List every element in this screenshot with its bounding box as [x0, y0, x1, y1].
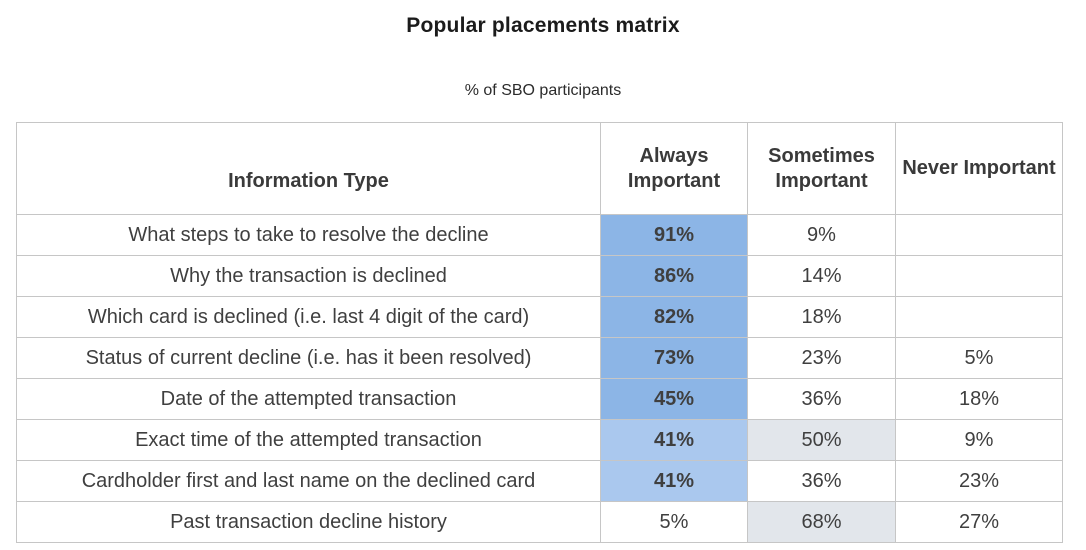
row-label: Why the transaction is declined: [16, 255, 601, 297]
cell-sometimes: 36%: [747, 460, 896, 502]
table-row: What steps to take to resolve the declin…: [16, 214, 1063, 256]
cell-always: 41%: [600, 460, 748, 502]
page-subtitle: % of SBO participants: [464, 82, 622, 99]
row-label: What steps to take to resolve the declin…: [16, 214, 601, 256]
cell-never: 27%: [895, 501, 1063, 543]
row-label: Exact time of the attempted transaction: [16, 419, 601, 461]
row-label: Status of current decline (i.e. has it b…: [16, 337, 601, 379]
table-row: Exact time of the attempted transaction …: [16, 419, 1063, 461]
column-header-never-important: Never Important: [895, 122, 1063, 215]
table-row: Status of current decline (i.e. has it b…: [16, 337, 1063, 379]
table-row: Why the transaction is declined 86% 14%: [16, 255, 1063, 297]
table-header: Information Type Always Important Someti…: [16, 122, 1063, 215]
cell-sometimes: 9%: [747, 214, 896, 256]
page-title: Popular placements matrix: [406, 14, 680, 37]
cell-sometimes: 68%: [747, 501, 896, 543]
row-label: Date of the attempted transaction: [16, 378, 601, 420]
cell-sometimes: 50%: [747, 419, 896, 461]
table-body: What steps to take to resolve the declin…: [16, 214, 1063, 543]
cell-always: 86%: [600, 255, 748, 297]
cell-sometimes: 14%: [747, 255, 896, 297]
cell-never: 18%: [895, 378, 1063, 420]
placements-matrix-table: Information Type Always Important Someti…: [16, 122, 1063, 543]
column-header-sometimes-important: Sometimes Important: [747, 122, 896, 215]
header-row: Information Type Always Important Someti…: [16, 122, 1063, 215]
cell-never: [895, 296, 1063, 338]
cell-never: 9%: [895, 419, 1063, 461]
row-label: Which card is declined (i.e. last 4 digi…: [16, 296, 601, 338]
cell-sometimes: 18%: [747, 296, 896, 338]
cell-never: 5%: [895, 337, 1063, 379]
cell-sometimes: 23%: [747, 337, 896, 379]
row-label: Cardholder first and last name on the de…: [16, 460, 601, 502]
cell-never: [895, 214, 1063, 256]
cell-always: 82%: [600, 296, 748, 338]
cell-sometimes: 36%: [747, 378, 896, 420]
cell-always: 45%: [600, 378, 748, 420]
table-row: Date of the attempted transaction 45% 36…: [16, 378, 1063, 420]
column-header-always-important: Always Important: [600, 122, 748, 215]
table-row: Cardholder first and last name on the de…: [16, 460, 1063, 502]
cell-never: 23%: [895, 460, 1063, 502]
cell-always: 91%: [600, 214, 748, 256]
row-label: Past transaction decline history: [16, 501, 601, 543]
cell-always: 41%: [600, 419, 748, 461]
table-row: Past transaction decline history 5% 68% …: [16, 501, 1063, 543]
table-row: Which card is declined (i.e. last 4 digi…: [16, 296, 1063, 338]
column-header-information-type-label: Information Type: [228, 170, 389, 192]
column-header-information-type: Information Type: [16, 122, 601, 215]
cell-always: 5%: [600, 501, 748, 543]
cell-never: [895, 255, 1063, 297]
cell-always: 73%: [600, 337, 748, 379]
